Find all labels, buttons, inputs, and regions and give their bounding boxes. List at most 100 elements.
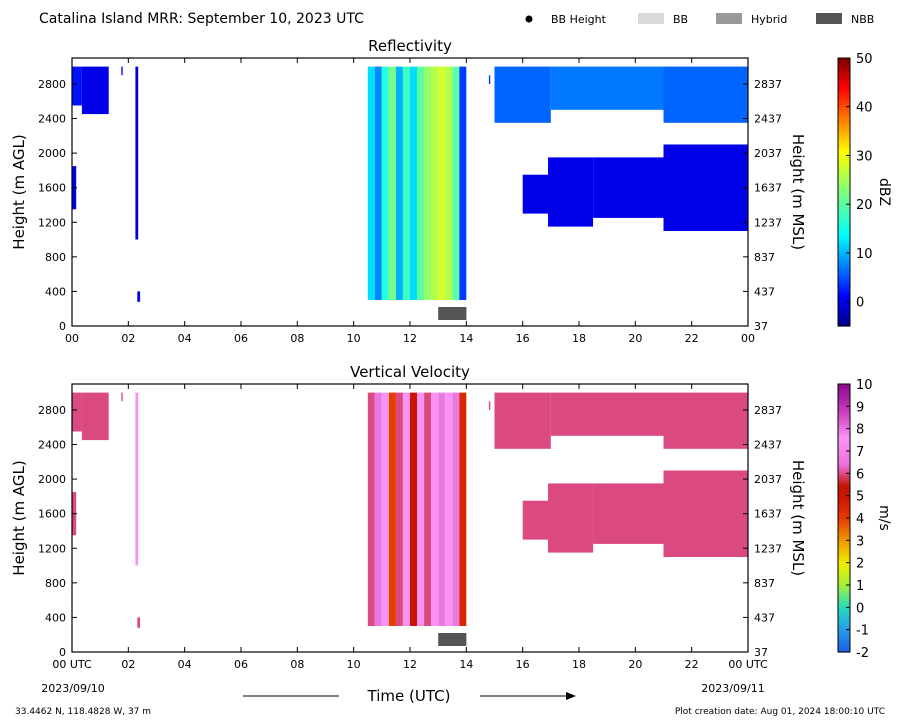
colorbar-segment: [838, 609, 850, 613]
data-cell: [663, 470, 748, 557]
data-cell: [395, 392, 403, 626]
colorbar-segment: [838, 468, 850, 472]
colorbar-segment: [838, 69, 850, 72]
colorbar-segment: [838, 84, 850, 88]
x-tick-label: 16: [516, 332, 530, 345]
colorbar-segment: [838, 259, 850, 262]
colorbar-segment: [838, 585, 850, 588]
data-cell: [374, 392, 382, 626]
colorbar-segment: [838, 607, 850, 611]
colorbar-segment: [838, 78, 850, 81]
colorbar-segment: [838, 459, 850, 463]
colorbar-segment: [838, 647, 850, 651]
colorbar-segment: [838, 107, 850, 110]
data-cell: [550, 66, 664, 110]
colorbar-segment: [838, 75, 850, 79]
colorbar-segment: [838, 415, 850, 419]
colorbar-segment: [838, 189, 850, 193]
colorbar-segment: [838, 58, 850, 61]
data-cell: [72, 392, 82, 432]
colorbar-segment: [838, 455, 850, 459]
colorbar-segment: [838, 576, 850, 579]
data-cell: [431, 392, 439, 626]
y-tick-label: 1200: [38, 216, 66, 229]
y-tick-label-right: 2437: [754, 113, 782, 126]
data-cell: [403, 392, 410, 626]
colorbar-segment: [838, 136, 850, 139]
colorbar-segment: [838, 129, 850, 133]
data-cell: [417, 66, 424, 300]
colorbar-segment: [838, 605, 850, 608]
colorbar-tick-label: -2: [856, 646, 869, 661]
colorbar-segment: [838, 303, 850, 307]
legend-bb-height-label: BB Height: [551, 13, 607, 26]
colorbar-segment: [838, 497, 850, 501]
colorbar-segment: [838, 200, 850, 204]
colorbar-segment: [838, 471, 850, 474]
colorbar-segment: [838, 323, 850, 327]
colorbar-tick-label: 50: [856, 52, 873, 67]
colorbar-segment: [838, 386, 850, 390]
colorbar-segment: [838, 296, 850, 300]
data-cell: [72, 66, 82, 106]
colorbar-segment: [838, 93, 850, 97]
data-cell: [494, 392, 551, 449]
colorbar-segment: [838, 203, 850, 206]
data-cell: [137, 291, 141, 302]
colorbar-segment: [838, 265, 850, 269]
y-tick-label: 800: [45, 251, 66, 264]
legend-hybrid-label: Hybrid: [751, 13, 787, 26]
colorbar-segment: [838, 104, 850, 108]
data-cell: [663, 392, 748, 449]
colorbar-frame: [837, 57, 851, 327]
data-cell: [452, 392, 460, 626]
colorbar-segment: [838, 589, 850, 593]
colorbar-segment: [838, 138, 850, 142]
colorbar-segment: [838, 125, 850, 128]
colorbar-segment: [838, 540, 850, 544]
colorbar-segment: [838, 238, 850, 242]
colorbar-segment: [838, 580, 850, 584]
colorbar-segment: [838, 392, 850, 396]
colorbar-segment: [838, 504, 850, 508]
data-cell: [424, 392, 432, 626]
colorbar-segment: [838, 288, 850, 291]
data-cells: [72, 392, 748, 628]
x-tick-label: 10: [347, 332, 361, 345]
colorbar-tick-label: 30: [856, 149, 873, 164]
y-tick-label: 400: [45, 285, 66, 298]
y-tick-label-right: 2037: [754, 147, 782, 160]
colorbar-segment: [838, 207, 850, 211]
colorbar-segment: [838, 227, 850, 231]
y-axis-label-right: Height (m MSL): [789, 134, 807, 250]
colorbar-segment: [838, 399, 850, 403]
colorbar-segment: [838, 582, 850, 586]
colorbar-segment: [838, 491, 850, 495]
colorbar-segment: [838, 171, 850, 175]
data-cell: [452, 66, 460, 300]
legend-bb-height-marker: [525, 15, 533, 23]
colorbar-segment: [838, 426, 850, 430]
y-tick-label-right: 2837: [754, 404, 782, 417]
colorbar-segment: [838, 410, 850, 414]
legend-nbb-label: NBB: [851, 13, 874, 26]
colorbar-segment: [838, 261, 850, 265]
legend-bb-label: BB: [673, 13, 688, 26]
colorbar-tick-label: 20: [856, 198, 873, 213]
x-tick-label: 04: [178, 658, 192, 671]
y-tick-label: 800: [45, 577, 66, 590]
colorbar-segment: [838, 236, 850, 240]
colorbar-segment: [838, 439, 850, 443]
colorbar-segment: [838, 395, 850, 398]
y-tick-label-right: 437: [754, 285, 775, 298]
colorbar-segment: [838, 250, 850, 253]
y-tick-label: 2000: [38, 473, 66, 486]
colorbar-tick-label: 7: [856, 445, 864, 460]
colorbar-segment: [838, 292, 850, 296]
colorbar-segment: [838, 133, 850, 137]
colorbar-segment: [838, 234, 850, 238]
y-tick-label-right: 1237: [754, 542, 782, 555]
data-cell: [135, 66, 139, 240]
colorbar-segment: [838, 553, 850, 557]
